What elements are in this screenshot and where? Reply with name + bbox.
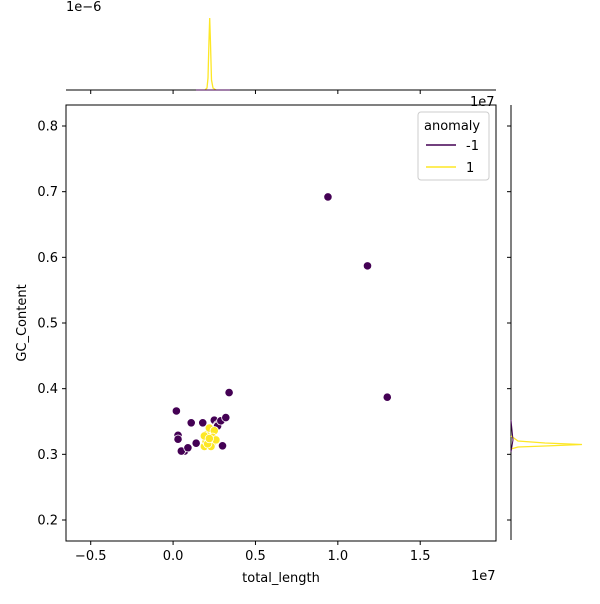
right-marginal-kde-minus1 bbox=[510, 419, 514, 453]
legend: anomaly -1 1 bbox=[417, 111, 490, 181]
top-marginal-axes: 1e−6 bbox=[66, 0, 496, 94]
x-tick-label: 1.5 bbox=[410, 549, 431, 564]
y-tick-label: 0.8 bbox=[37, 120, 58, 135]
legend-label-1: 1 bbox=[466, 161, 474, 176]
y-tick-label: 0.3 bbox=[37, 448, 58, 463]
x-tick-label: −0.5 bbox=[75, 549, 107, 564]
data-point-minus1 bbox=[171, 406, 181, 416]
x-tick-label: 0.5 bbox=[245, 549, 266, 564]
x-tick-label: 1.0 bbox=[327, 549, 348, 564]
x-tick-label: 0.0 bbox=[163, 549, 184, 564]
x-axis-ticks: −0.5 0.0 0.5 1.0 1.5 bbox=[75, 541, 431, 564]
data-point-minus1 bbox=[191, 438, 201, 448]
y-tick-label: 0.6 bbox=[37, 251, 58, 266]
legend-label-minus1: -1 bbox=[466, 139, 479, 154]
top-marginal-offset-label: 1e−6 bbox=[66, 0, 101, 15]
data-point-minus1 bbox=[186, 418, 196, 428]
legend-title: anomaly bbox=[424, 119, 480, 134]
y-axis-label: GC_Content bbox=[15, 284, 30, 361]
data-point-minus1 bbox=[224, 388, 234, 398]
y-axis-ticks: 0.2 0.3 0.4 0.5 0.6 0.7 0.8 bbox=[37, 120, 66, 528]
data-point-minus1 bbox=[362, 261, 373, 271]
data-point-minus1 bbox=[198, 418, 208, 428]
data-point-minus1 bbox=[173, 434, 183, 444]
y-tick-label: 0.5 bbox=[37, 317, 58, 332]
main-axes: −0.5 0.0 0.5 1.0 1.5 0.2 0.3 0.4 0.5 0.6 0.7 0.8 t… bbox=[15, 104, 497, 586]
data-point-minus1 bbox=[221, 412, 231, 423]
right-marginal-axes: 1e7 bbox=[470, 95, 583, 540]
x-axis-offset-label: 1e7 bbox=[471, 569, 496, 584]
right-marginal-offset-label: 1e7 bbox=[470, 95, 495, 110]
data-point-minus1 bbox=[323, 192, 333, 202]
right-marginal-kde-1 bbox=[510, 435, 583, 450]
scatter-points bbox=[171, 192, 392, 456]
data-point-minus1 bbox=[382, 392, 392, 402]
x-axis-label: total_length bbox=[242, 571, 320, 586]
data-point-1 bbox=[204, 433, 214, 444]
y-tick-label: 0.2 bbox=[37, 513, 58, 528]
data-point-minus1 bbox=[183, 443, 193, 453]
top-marginal-kde-1 bbox=[204, 17, 217, 91]
data-point-minus1 bbox=[217, 441, 228, 451]
legend-box bbox=[417, 111, 490, 181]
y-tick-label: 0.7 bbox=[37, 185, 58, 200]
y-tick-label: 0.4 bbox=[37, 382, 58, 397]
